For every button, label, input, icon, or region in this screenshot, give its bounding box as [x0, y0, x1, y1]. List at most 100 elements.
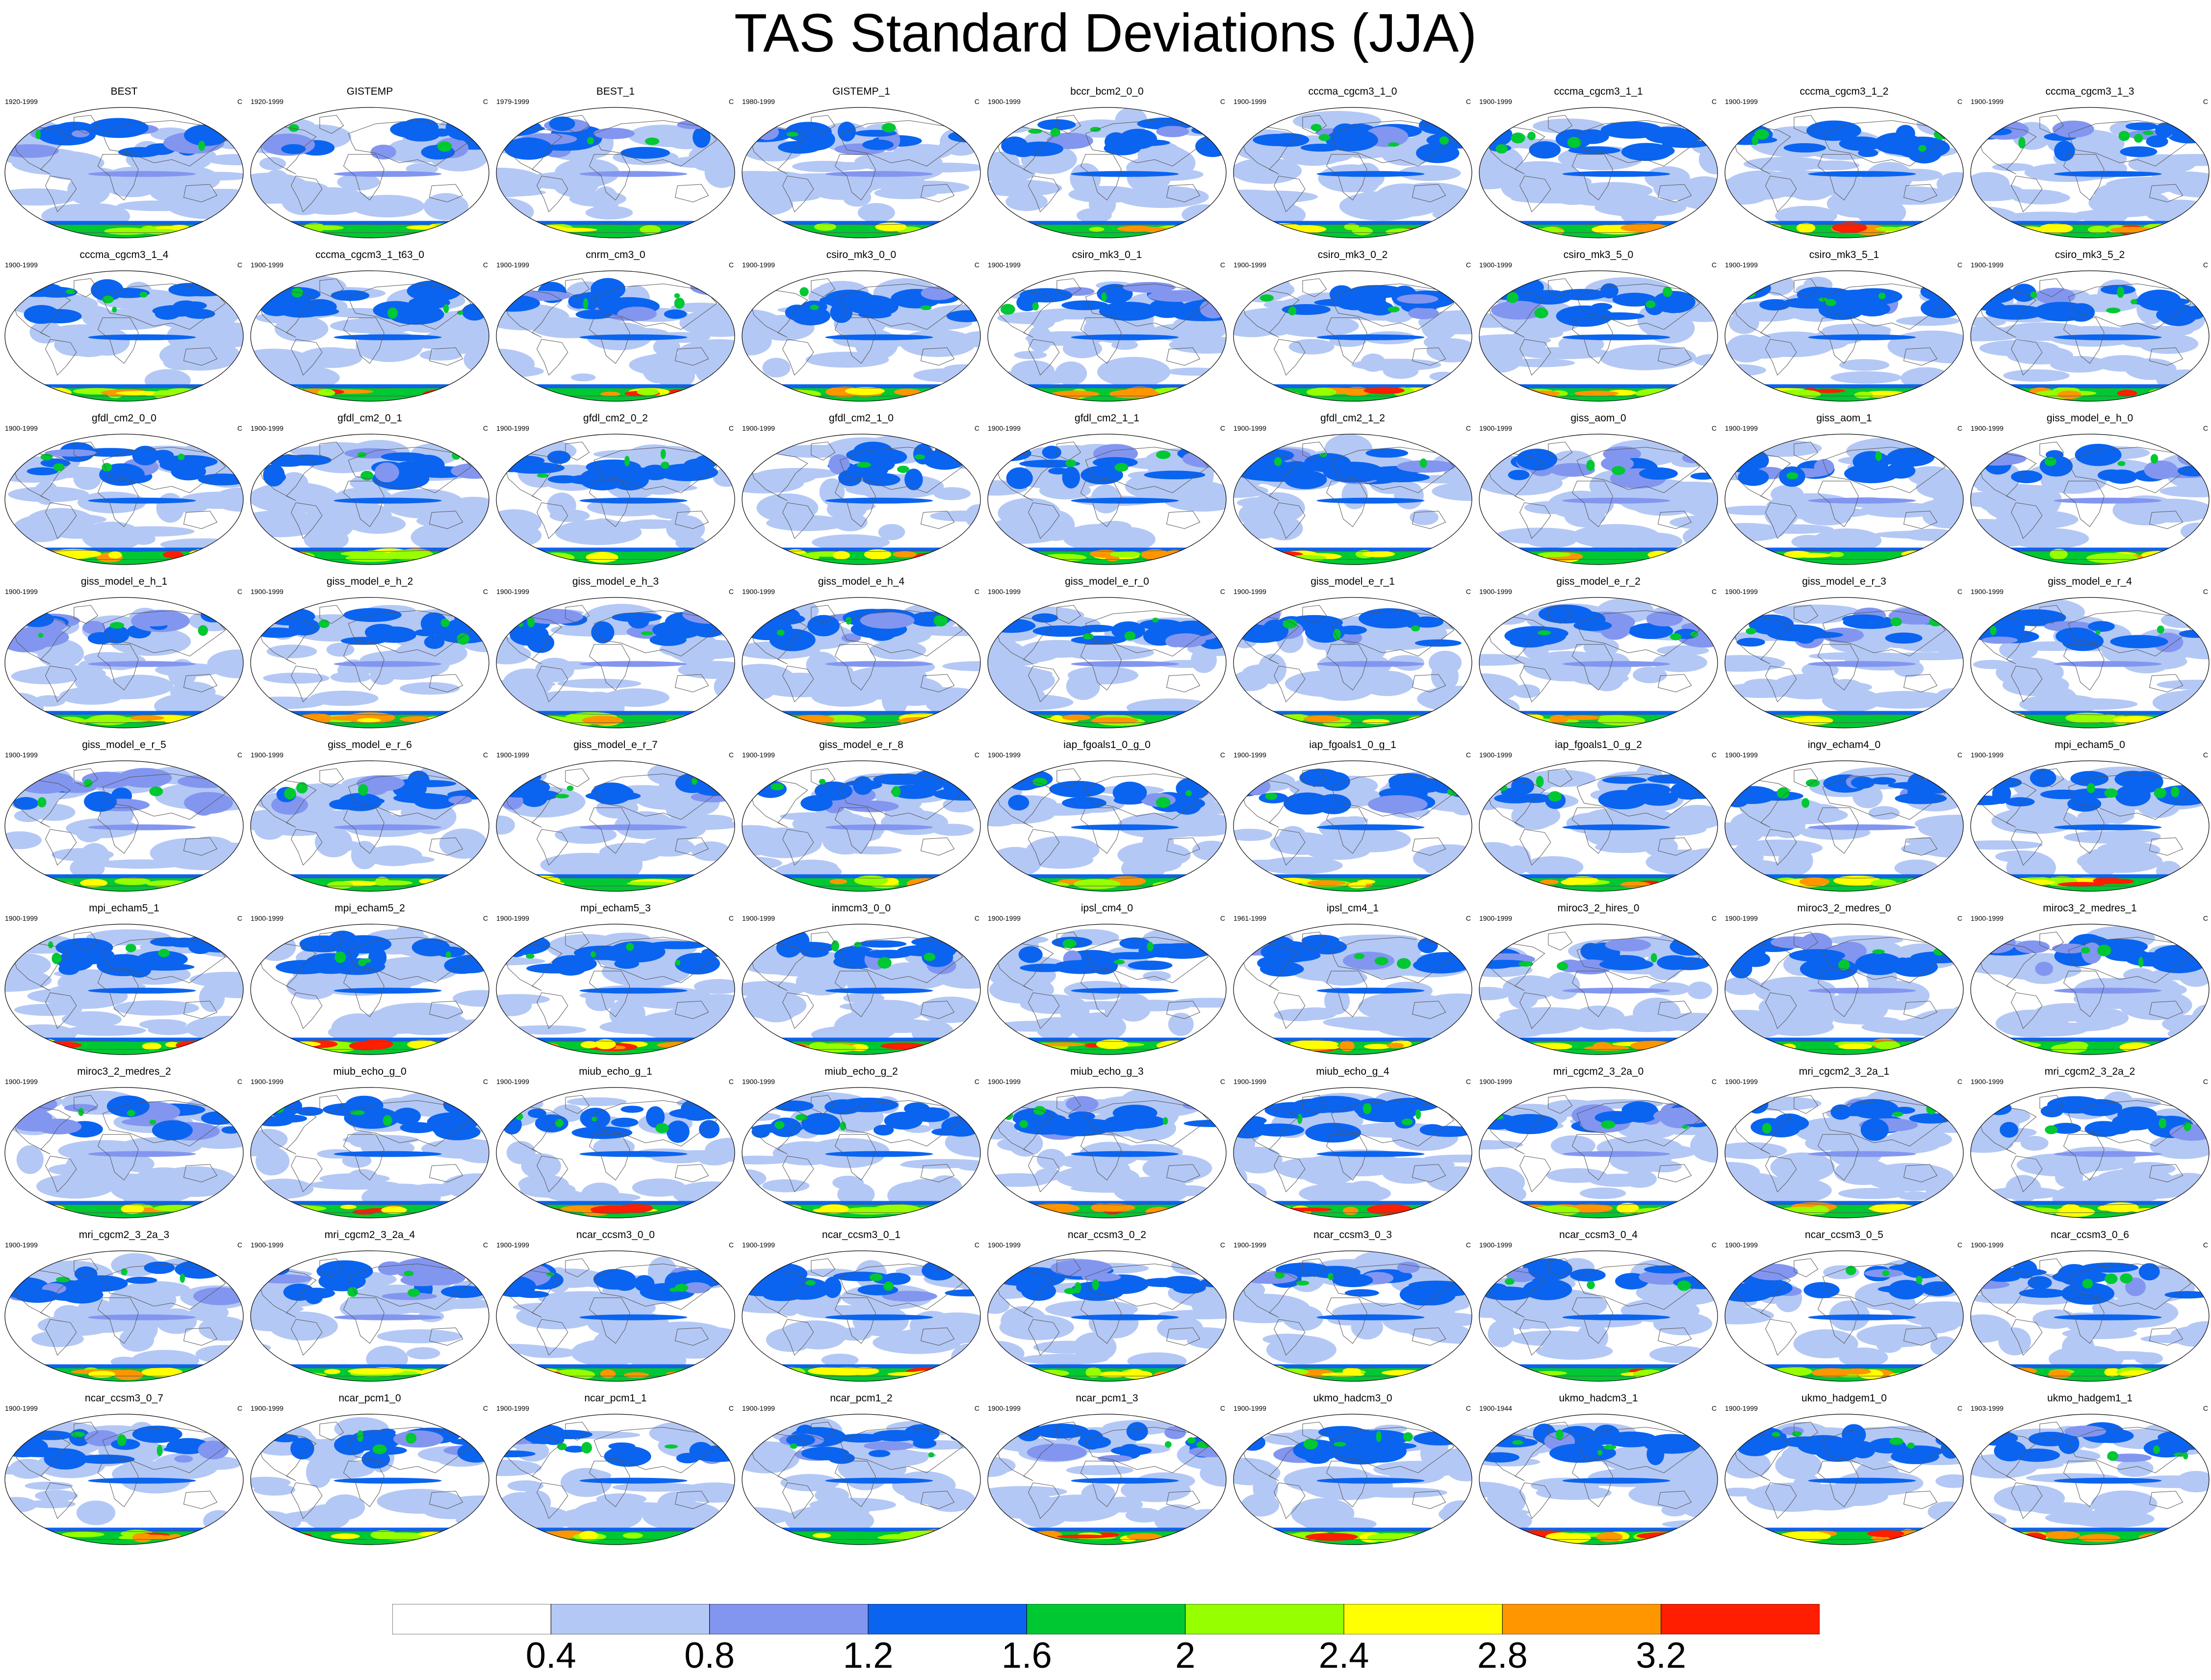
coastline [429, 511, 463, 529]
variability-patch [152, 1120, 193, 1140]
map-outline [1970, 924, 2210, 1055]
map-outline [1233, 760, 1472, 892]
enso-band [88, 987, 196, 994]
panel-title: giss_model_e_r_2 [1556, 576, 1641, 587]
map-panel: bccr_bcm2_0_0 1900-1999 C [986, 86, 1228, 241]
variability-patch [1337, 625, 1367, 635]
panel-unit: C [974, 98, 979, 105]
variability-patch [9, 387, 54, 393]
panel-map [1970, 1250, 2210, 1382]
coastline [1571, 644, 1613, 691]
coastline [1166, 1164, 1201, 1183]
variability-patch [575, 310, 612, 319]
variability-patch [170, 225, 190, 231]
variability-patch [1991, 551, 2021, 559]
variability-patch [2150, 1134, 2209, 1159]
variability-patch [2185, 306, 2205, 320]
variability-patch [539, 1208, 563, 1213]
coastline [1794, 605, 1819, 624]
coastline [429, 674, 463, 693]
panel-title: giss_model_e_r_7 [573, 739, 658, 750]
panel-map [1724, 107, 1964, 238]
variability-patch [664, 309, 687, 319]
panel-map [742, 1087, 981, 1218]
panel-map [496, 434, 735, 565]
panel-period: 1900-1999 [251, 424, 283, 432]
variability-patch [1260, 961, 1303, 977]
variability-patch [1408, 307, 1439, 319]
panel-unit: C [728, 1078, 734, 1086]
coastline [593, 447, 718, 493]
coastline [1571, 1134, 1613, 1181]
variability-patch [1574, 390, 1619, 396]
variability-patch [1432, 1205, 1462, 1210]
coastline [97, 807, 139, 854]
coastline [1548, 441, 1573, 461]
variability-patch [126, 1276, 157, 1284]
map-outline [250, 107, 489, 238]
variability-patch [1549, 715, 1568, 724]
variability-patch [547, 450, 571, 464]
variability-patch [118, 147, 162, 157]
panel-unit: C [237, 1078, 242, 1086]
variability-patch [1762, 1207, 1780, 1215]
coastline [589, 1134, 630, 1181]
panel-period: 1900-1999 [1971, 424, 2004, 432]
variability-patch [1677, 1280, 1691, 1291]
panel-map [987, 1087, 1227, 1218]
variability-patch [5, 968, 52, 992]
coastline [1817, 971, 1859, 1017]
enso-band [334, 497, 442, 504]
variability-patch [301, 942, 321, 952]
variability-patch [1907, 878, 1926, 883]
variability-patch [2151, 171, 2209, 183]
variability-patch [166, 1442, 194, 1452]
panel-period: 1900-1999 [251, 588, 283, 595]
panel-unit: C [1465, 261, 1471, 269]
panel-unit: C [237, 588, 242, 595]
variability-patch [1033, 1106, 1046, 1115]
panel-map [1724, 597, 1964, 728]
variability-patch [1858, 149, 1878, 157]
variability-patch [1747, 1369, 1770, 1374]
variability-patch [2057, 881, 2105, 887]
variability-patch [272, 386, 304, 396]
coastline [1326, 317, 1367, 364]
panel-map [250, 597, 489, 728]
panel-map [496, 1087, 735, 1218]
enso-band [2054, 497, 2162, 504]
variability-patch [1905, 837, 1963, 847]
coastline [74, 278, 99, 297]
variability-patch [2148, 388, 2195, 398]
coastline [1028, 176, 1060, 212]
variability-patch [1318, 134, 1331, 141]
variability-patch [1600, 283, 1619, 299]
variability-patch [1690, 1130, 1718, 1162]
coastline [1817, 481, 1859, 527]
variability-patch [350, 1110, 365, 1115]
panel-period: 1900-1999 [5, 914, 38, 922]
variability-patch [927, 228, 965, 235]
variability-patch [1242, 763, 1280, 787]
coastline [1657, 1164, 1692, 1183]
coastline [1080, 1134, 1122, 1181]
panel-map [496, 760, 735, 892]
variability-patch [358, 784, 368, 796]
variability-patch [1523, 651, 1614, 682]
enso-band [1071, 334, 1179, 340]
variability-patch [36, 1174, 115, 1199]
variability-patch [1598, 790, 1647, 809]
variability-patch [2054, 140, 2075, 161]
variability-patch [1342, 387, 1371, 396]
variability-patch [434, 554, 475, 563]
coastline [1085, 120, 1209, 167]
variability-patch [1989, 551, 2004, 559]
variability-patch [1267, 230, 1297, 234]
coastline [1979, 453, 2037, 501]
map-panel: gfdl_cm2_0_2 1900-1999 C [494, 413, 737, 568]
variability-patch [567, 474, 614, 485]
coastline [1302, 278, 1327, 297]
panel-unit: C [1465, 1241, 1471, 1249]
variability-patch [900, 1161, 971, 1169]
variability-patch [357, 718, 381, 723]
